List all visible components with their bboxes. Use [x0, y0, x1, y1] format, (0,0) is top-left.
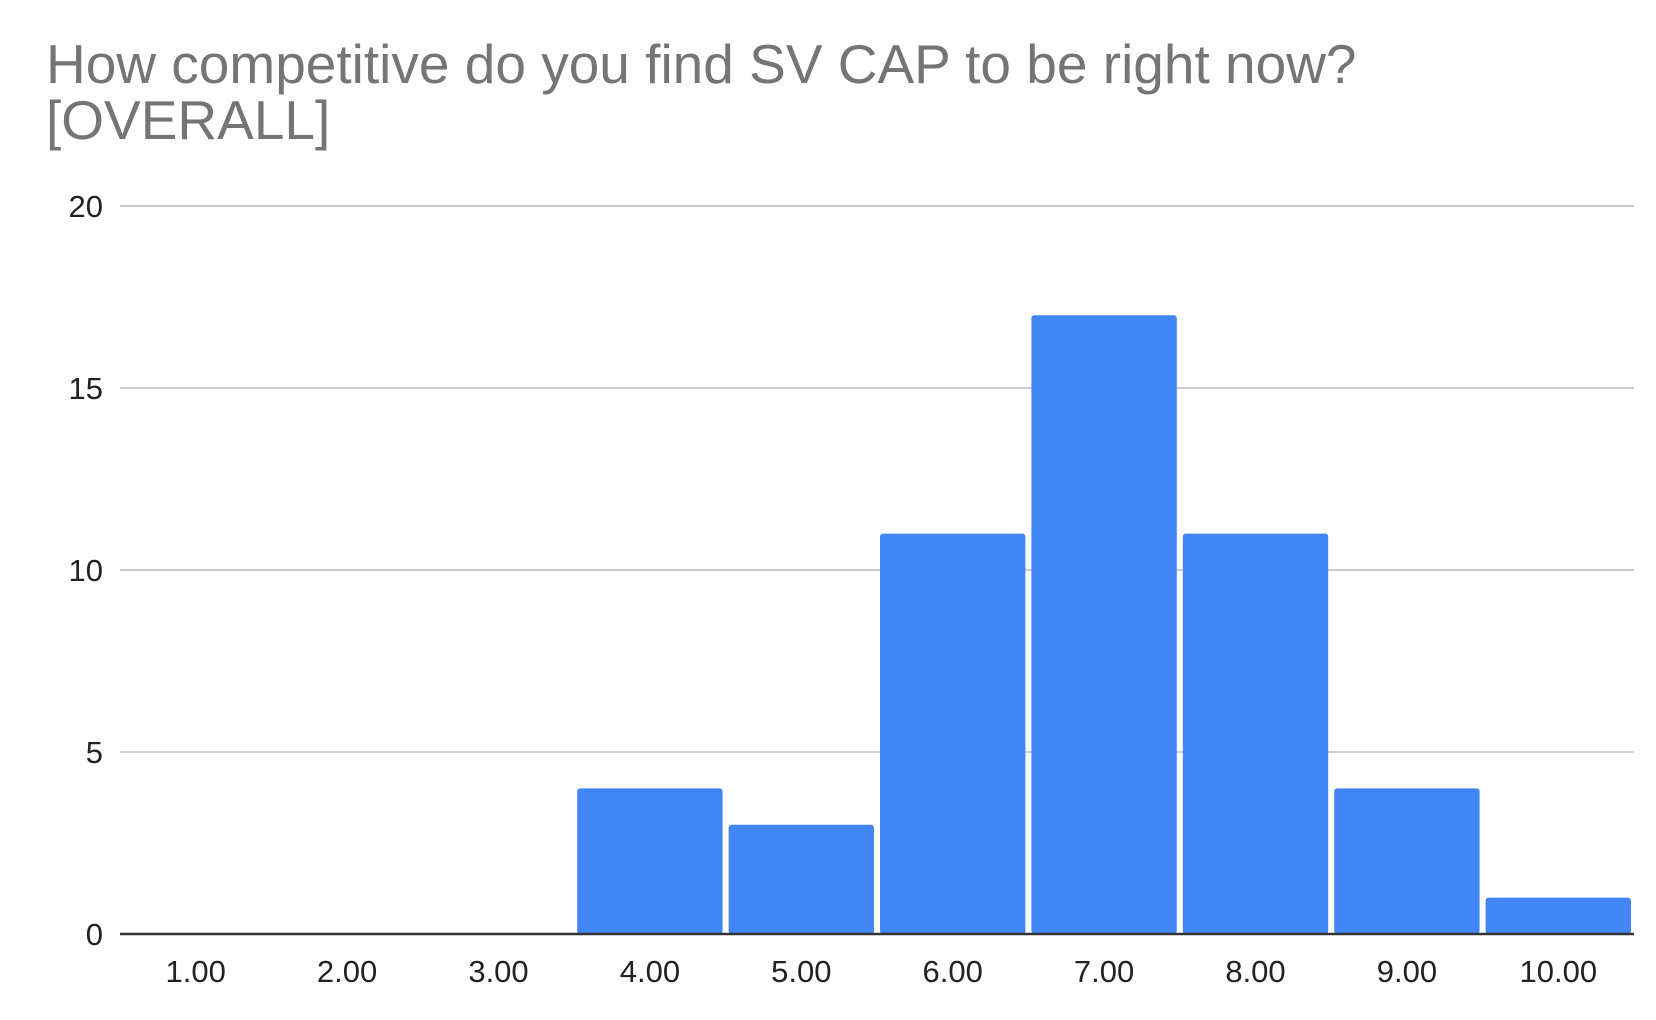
x-tick-label: 7.00 [1074, 954, 1134, 989]
x-tick-label: 2.00 [317, 954, 377, 989]
bars [577, 315, 1631, 934]
chart-title: How competitive do you find SV CAP to be… [46, 33, 1357, 151]
bar [577, 788, 723, 934]
bar [880, 533, 1026, 934]
y-tick-label: 15 [69, 371, 103, 406]
y-tick-label: 5 [86, 735, 103, 770]
y-tick-label: 10 [69, 553, 103, 588]
bar [1485, 897, 1631, 934]
bar [1334, 788, 1480, 934]
y-axis-ticks: 0 5 10 15 20 [69, 189, 103, 952]
x-tick-label: 10.00 [1520, 954, 1598, 989]
bar [728, 824, 874, 934]
x-axis-ticks: 1.00 2.00 3.00 4.00 5.00 6.00 7.00 8.00 9.00 10.0… [166, 954, 1598, 989]
x-tick-label: 3.00 [468, 954, 528, 989]
gridlines [120, 205, 1634, 753]
bar [1031, 315, 1177, 934]
x-tick-label: 1.00 [166, 954, 226, 989]
bar [1182, 533, 1329, 934]
x-tick-label: 8.00 [1225, 954, 1285, 989]
x-tick-label: 5.00 [771, 954, 831, 989]
y-tick-label: 20 [69, 189, 103, 224]
x-tick-label: 9.00 [1377, 954, 1437, 989]
x-tick-label: 4.00 [620, 954, 680, 989]
y-tick-label: 0 [86, 917, 103, 952]
x-tick-label: 6.00 [923, 954, 983, 989]
